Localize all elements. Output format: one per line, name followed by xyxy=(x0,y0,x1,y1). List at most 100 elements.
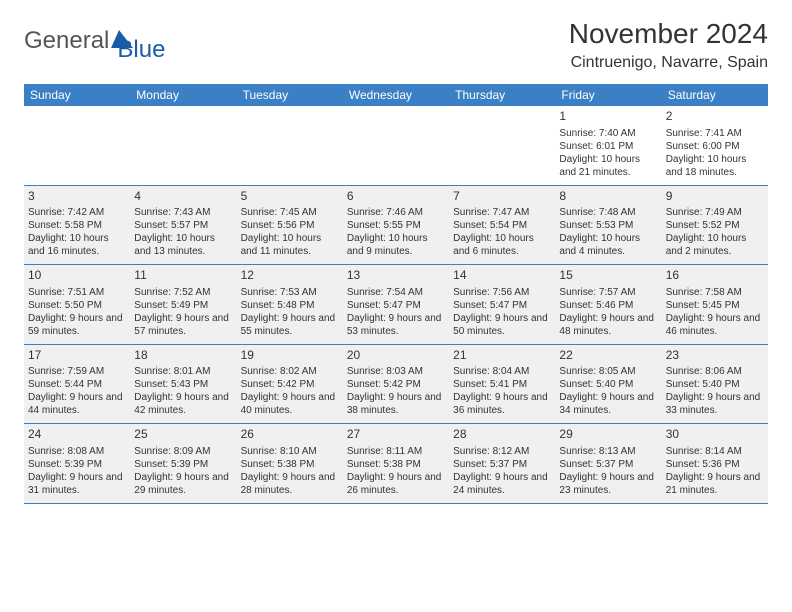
day-number: 28 xyxy=(453,427,551,443)
daylight-text: Daylight: 9 hours and 42 minutes. xyxy=(134,391,232,417)
day-cell: 21Sunrise: 8:04 AMSunset: 5:41 PMDayligh… xyxy=(449,345,555,424)
daylight-text: Daylight: 10 hours and 4 minutes. xyxy=(559,232,657,258)
day-number: 1 xyxy=(559,109,657,125)
daylight-text: Daylight: 10 hours and 18 minutes. xyxy=(666,153,764,179)
sunrise-text: Sunrise: 7:56 AM xyxy=(453,286,551,299)
day-cell: 6Sunrise: 7:46 AMSunset: 5:55 PMDaylight… xyxy=(343,186,449,265)
day-number: 26 xyxy=(241,427,339,443)
sunset-text: Sunset: 5:38 PM xyxy=(241,458,339,471)
day-number: 9 xyxy=(666,189,764,205)
daylight-text: Daylight: 9 hours and 33 minutes. xyxy=(666,391,764,417)
daylight-text: Daylight: 10 hours and 2 minutes. xyxy=(666,232,764,258)
sunrise-text: Sunrise: 7:43 AM xyxy=(134,206,232,219)
sunrise-text: Sunrise: 7:52 AM xyxy=(134,286,232,299)
daylight-text: Daylight: 9 hours and 34 minutes. xyxy=(559,391,657,417)
sunset-text: Sunset: 5:55 PM xyxy=(347,219,445,232)
day-number: 21 xyxy=(453,348,551,364)
daylight-text: Daylight: 9 hours and 38 minutes. xyxy=(347,391,445,417)
page-header: General Blue November 2024 Cintruenigo, … xyxy=(24,18,768,72)
sunrise-text: Sunrise: 8:03 AM xyxy=(347,365,445,378)
sunrise-text: Sunrise: 8:12 AM xyxy=(453,445,551,458)
sunset-text: Sunset: 5:40 PM xyxy=(559,378,657,391)
day-number: 5 xyxy=(241,189,339,205)
day-number: 3 xyxy=(28,189,126,205)
empty-day-cell xyxy=(449,106,555,185)
sunrise-text: Sunrise: 8:10 AM xyxy=(241,445,339,458)
sunrise-text: Sunrise: 7:51 AM xyxy=(28,286,126,299)
day-cell: 16Sunrise: 7:58 AMSunset: 5:45 PMDayligh… xyxy=(662,265,768,344)
day-cell: 22Sunrise: 8:05 AMSunset: 5:40 PMDayligh… xyxy=(555,345,661,424)
sunrise-text: Sunrise: 7:54 AM xyxy=(347,286,445,299)
day-number: 13 xyxy=(347,268,445,284)
day-cell: 9Sunrise: 7:49 AMSunset: 5:52 PMDaylight… xyxy=(662,186,768,265)
sunset-text: Sunset: 5:58 PM xyxy=(28,219,126,232)
sunrise-text: Sunrise: 7:40 AM xyxy=(559,127,657,140)
logo: General Blue xyxy=(24,18,165,64)
sunset-text: Sunset: 5:47 PM xyxy=(347,299,445,312)
week-row: 17Sunrise: 7:59 AMSunset: 5:44 PMDayligh… xyxy=(24,345,768,425)
day-cell: 30Sunrise: 8:14 AMSunset: 5:36 PMDayligh… xyxy=(662,424,768,503)
day-cell: 10Sunrise: 7:51 AMSunset: 5:50 PMDayligh… xyxy=(24,265,130,344)
day-cell: 7Sunrise: 7:47 AMSunset: 5:54 PMDaylight… xyxy=(449,186,555,265)
day-number: 23 xyxy=(666,348,764,364)
empty-day-cell xyxy=(343,106,449,185)
daylight-text: Daylight: 9 hours and 50 minutes. xyxy=(453,312,551,338)
day-number: 22 xyxy=(559,348,657,364)
logo-second-word: Blue xyxy=(117,36,165,64)
day-header: Wednesday xyxy=(343,84,449,106)
daylight-text: Daylight: 10 hours and 11 minutes. xyxy=(241,232,339,258)
sunrise-text: Sunrise: 8:14 AM xyxy=(666,445,764,458)
day-number: 12 xyxy=(241,268,339,284)
week-row: 1Sunrise: 7:40 AMSunset: 6:01 PMDaylight… xyxy=(24,106,768,186)
daylight-text: Daylight: 9 hours and 26 minutes. xyxy=(347,471,445,497)
day-cell: 14Sunrise: 7:56 AMSunset: 5:47 PMDayligh… xyxy=(449,265,555,344)
sunrise-text: Sunrise: 8:02 AM xyxy=(241,365,339,378)
sunrise-text: Sunrise: 8:13 AM xyxy=(559,445,657,458)
day-number: 18 xyxy=(134,348,232,364)
location-text: Cintruenigo, Navarre, Spain xyxy=(569,54,768,72)
day-cell: 28Sunrise: 8:12 AMSunset: 5:37 PMDayligh… xyxy=(449,424,555,503)
sunrise-text: Sunrise: 8:06 AM xyxy=(666,365,764,378)
daylight-text: Daylight: 10 hours and 13 minutes. xyxy=(134,232,232,258)
sunset-text: Sunset: 5:49 PM xyxy=(134,299,232,312)
daylight-text: Daylight: 10 hours and 9 minutes. xyxy=(347,232,445,258)
day-number: 25 xyxy=(134,427,232,443)
sunset-text: Sunset: 5:45 PM xyxy=(666,299,764,312)
sunrise-text: Sunrise: 7:53 AM xyxy=(241,286,339,299)
day-cell: 23Sunrise: 8:06 AMSunset: 5:40 PMDayligh… xyxy=(662,345,768,424)
daylight-text: Daylight: 9 hours and 24 minutes. xyxy=(453,471,551,497)
day-number: 27 xyxy=(347,427,445,443)
sunrise-text: Sunrise: 8:05 AM xyxy=(559,365,657,378)
sunset-text: Sunset: 5:41 PM xyxy=(453,378,551,391)
day-number: 6 xyxy=(347,189,445,205)
sunset-text: Sunset: 5:54 PM xyxy=(453,219,551,232)
week-row: 10Sunrise: 7:51 AMSunset: 5:50 PMDayligh… xyxy=(24,265,768,345)
day-number: 16 xyxy=(666,268,764,284)
daylight-text: Daylight: 9 hours and 44 minutes. xyxy=(28,391,126,417)
day-cell: 17Sunrise: 7:59 AMSunset: 5:44 PMDayligh… xyxy=(24,345,130,424)
day-cell: 3Sunrise: 7:42 AMSunset: 5:58 PMDaylight… xyxy=(24,186,130,265)
daylight-text: Daylight: 9 hours and 21 minutes. xyxy=(666,471,764,497)
day-cell: 19Sunrise: 8:02 AMSunset: 5:42 PMDayligh… xyxy=(237,345,343,424)
day-cell: 25Sunrise: 8:09 AMSunset: 5:39 PMDayligh… xyxy=(130,424,236,503)
daylight-text: Daylight: 10 hours and 16 minutes. xyxy=(28,232,126,258)
daylight-text: Daylight: 9 hours and 31 minutes. xyxy=(28,471,126,497)
sunset-text: Sunset: 5:56 PM xyxy=(241,219,339,232)
weeks-container: 1Sunrise: 7:40 AMSunset: 6:01 PMDaylight… xyxy=(24,106,768,504)
day-header: Thursday xyxy=(449,84,555,106)
day-cell: 11Sunrise: 7:52 AMSunset: 5:49 PMDayligh… xyxy=(130,265,236,344)
sunrise-text: Sunrise: 7:42 AM xyxy=(28,206,126,219)
daylight-text: Daylight: 9 hours and 46 minutes. xyxy=(666,312,764,338)
day-number: 29 xyxy=(559,427,657,443)
sunrise-text: Sunrise: 7:45 AM xyxy=(241,206,339,219)
daylight-text: Daylight: 9 hours and 23 minutes. xyxy=(559,471,657,497)
day-header: Monday xyxy=(130,84,236,106)
empty-day-cell xyxy=(24,106,130,185)
daylight-text: Daylight: 9 hours and 29 minutes. xyxy=(134,471,232,497)
day-number: 17 xyxy=(28,348,126,364)
empty-day-cell xyxy=(237,106,343,185)
sunrise-text: Sunrise: 7:49 AM xyxy=(666,206,764,219)
day-header: Saturday xyxy=(662,84,768,106)
day-cell: 26Sunrise: 8:10 AMSunset: 5:38 PMDayligh… xyxy=(237,424,343,503)
sunset-text: Sunset: 5:40 PM xyxy=(666,378,764,391)
